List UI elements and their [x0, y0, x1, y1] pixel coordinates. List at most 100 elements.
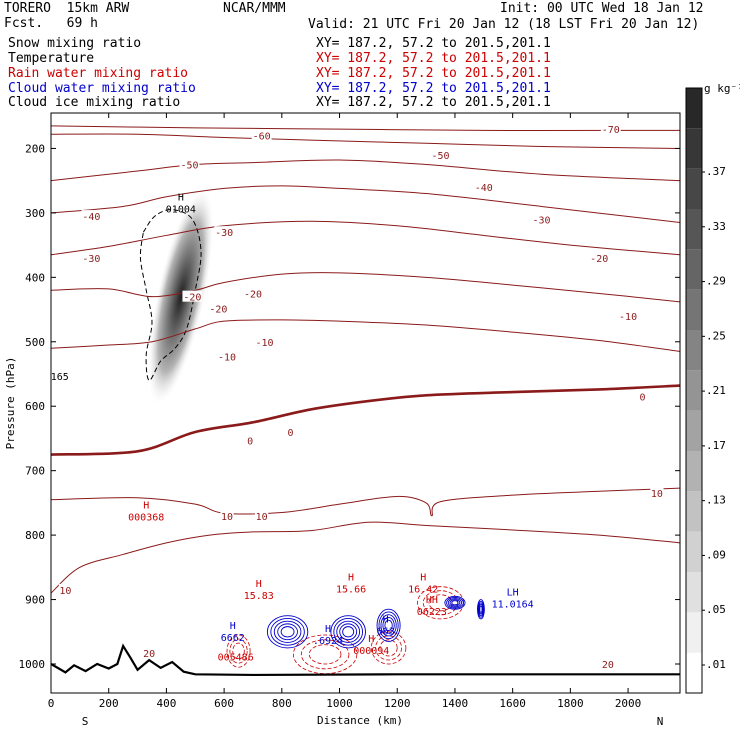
- contour-label-bg: [81, 252, 102, 263]
- cloud-water-contour: [479, 605, 483, 613]
- x-tick-label: 1000: [326, 697, 353, 710]
- cloud-water-contour: [266, 615, 309, 649]
- extremum-value: .6924: [313, 636, 343, 647]
- temperature-contour--20: [51, 272, 680, 303]
- cloud-water-contour: [384, 619, 393, 631]
- forecast-hour: Fcst. 69 h: [4, 16, 98, 31]
- rain-contour: [226, 634, 251, 668]
- contour-label-bg: [255, 509, 269, 521]
- colorbar-band: [686, 531, 702, 572]
- cloud-water-contour: [336, 620, 361, 643]
- contour-label: -50: [180, 161, 198, 172]
- colorbar-band: [686, 370, 702, 411]
- init-time: Init: 00 UTC Wed 18 Jan 12: [500, 1, 704, 16]
- contour-label-bg: [287, 426, 294, 437]
- colorbar-band: [686, 249, 702, 290]
- contour-label: -40: [82, 212, 100, 223]
- valid-time: Valid: 21 UTC Fri 20 Jan 12 (18 LST Fri …: [308, 17, 700, 32]
- temperature-contour--10: [51, 319, 680, 352]
- field-temperature-xy: XY= 187.2, 57.2 to 201.5,201.1: [316, 36, 551, 51]
- cloud-water-contour: [449, 599, 461, 607]
- contour-label-bg: [182, 290, 203, 302]
- contour-label: 20: [602, 660, 614, 671]
- center-label: NCAR/MMM: [223, 1, 286, 16]
- colorbar-band: [686, 209, 702, 250]
- cloud-ice-contour: [139, 209, 202, 381]
- colorbar: .01 .05 .09 .13 .17 .21 .25 .29 .33 .37 g kg⁻¹: [685, 82, 740, 694]
- extremum-value: 01004: [166, 204, 196, 215]
- contour-label: -30: [532, 215, 550, 226]
- colorbar-band: [686, 572, 702, 613]
- cloud-water-contour: [451, 600, 459, 606]
- extremum-mark: H: [420, 573, 426, 584]
- north-label: N: [657, 715, 664, 728]
- rain-contour: [300, 639, 350, 670]
- field-cloud-ice-xy: XY= 187.2, 57.2 to 201.5,201.1: [316, 81, 551, 96]
- temperature-contour-0: [51, 384, 680, 456]
- temperature-contour--40: [51, 185, 680, 224]
- extremum-value: 11.0164: [492, 599, 534, 610]
- cloud-water-contour: [376, 608, 401, 642]
- plot-frame: [50, 112, 681, 694]
- contour-label-bg: [254, 335, 275, 347]
- cloud-water-contour: [339, 623, 358, 641]
- cloud-water-contour: [478, 604, 484, 615]
- contour-label-bg: [618, 310, 638, 321]
- colorbar-band: [686, 652, 702, 693]
- model-title: TORERO 15km ARW: [4, 1, 130, 16]
- x-tick-label: 1800: [557, 697, 584, 710]
- extremum-mark: LH: [507, 587, 519, 598]
- extremum-mark: H: [230, 621, 236, 632]
- field-snow: Snow mixing ratio: [8, 36, 142, 51]
- temperature-contour--60: [51, 133, 680, 149]
- extremum-value: 000094: [353, 646, 389, 657]
- contour-label-bg: [217, 350, 237, 362]
- extremum-mark: H: [178, 192, 184, 203]
- contour-label: -40: [475, 183, 493, 194]
- axes: 0 200 400 600 800 1000 1200 1400 1600 1800 2000200…: [19, 113, 680, 710]
- extremum-value: 663: [377, 627, 395, 638]
- temperature-contour-10: [51, 487, 680, 517]
- rain-contour: [308, 644, 342, 665]
- contour-label-bg: [81, 210, 102, 222]
- contour-label-bg: [650, 487, 664, 499]
- extremum-mark: H: [256, 579, 262, 590]
- contour-label-bg: [473, 181, 494, 193]
- colorbar-tick-label: .29: [706, 275, 726, 288]
- colorbar-band: [686, 128, 702, 169]
- x-tick-label: 0: [48, 697, 55, 710]
- contour-label: 0: [639, 393, 645, 404]
- colorbar-tick-label: .17: [706, 439, 726, 452]
- rain-contour: [370, 631, 407, 665]
- colorbar-tick-label: .33: [706, 220, 726, 233]
- x-tick-label: 1600: [499, 697, 526, 710]
- colorbar-band: [686, 330, 702, 371]
- extremum-value: 6662: [221, 633, 245, 644]
- field-rain-xy: XY= 187.2, 57.2 to 201.5,201.1: [316, 51, 551, 66]
- extremum-value: 0165: [45, 372, 69, 383]
- snow-plume-shading: [148, 189, 214, 404]
- cloud-water-contour: [380, 614, 397, 637]
- temperature-contour-20: [51, 521, 680, 594]
- contour-label-bg: [639, 390, 646, 402]
- rain-contour: [379, 639, 398, 657]
- y-axis-label: Pressure (hPa): [4, 357, 17, 450]
- contour-label-bg: [246, 434, 254, 446]
- cloud-water-contour: [446, 596, 464, 609]
- contour-label: 0: [287, 428, 293, 439]
- field-cloud-water: Cloud water mixing ratio: [8, 81, 196, 96]
- contour-label: -70: [602, 125, 620, 136]
- colorbar-band: [686, 612, 702, 653]
- x-tick-label: 600: [214, 697, 234, 710]
- field-temperature: Temperature: [8, 51, 95, 66]
- contour-label: 10: [59, 586, 71, 597]
- colorbar-tick-label: .37: [706, 165, 726, 178]
- contour-label: 10: [256, 512, 268, 523]
- extremum-mark: H: [143, 500, 149, 511]
- cloud-water-contour: [477, 600, 485, 618]
- extremum-mark: H: [325, 624, 331, 635]
- cloud-water-contour: [270, 617, 305, 646]
- cloud-water-contour: [333, 617, 364, 646]
- x-tick-label: 1200: [384, 697, 411, 710]
